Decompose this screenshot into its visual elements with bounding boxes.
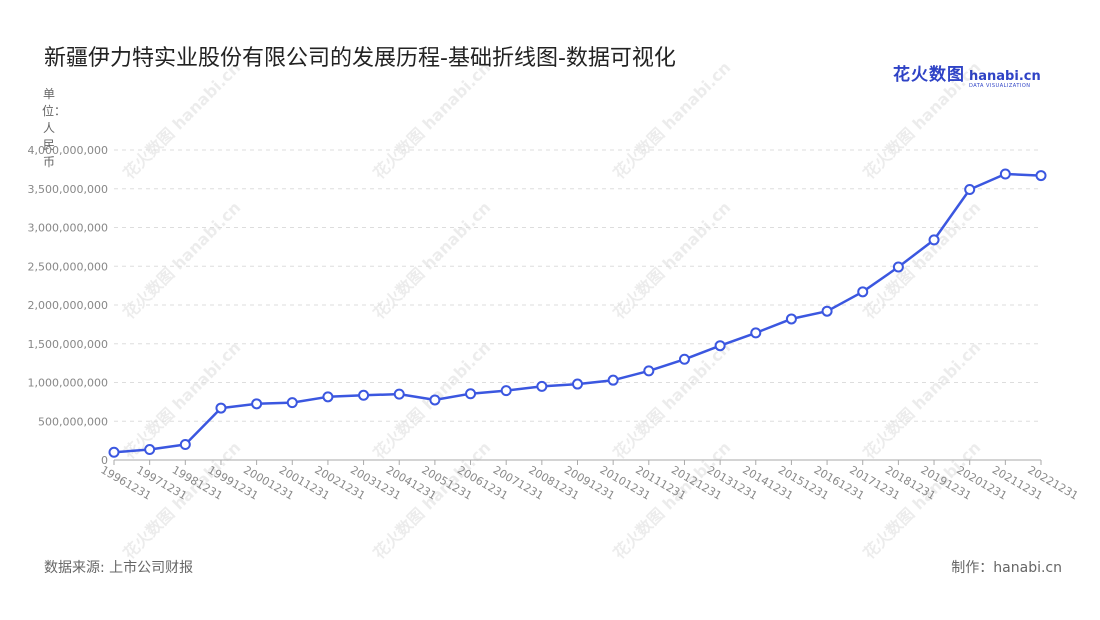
- data-point: [714, 340, 726, 352]
- data-point: [144, 444, 156, 456]
- data-point: [251, 398, 263, 410]
- y-tick-label: 1,000,000,000: [28, 377, 108, 390]
- data-point: [928, 234, 940, 246]
- data-point: [857, 286, 869, 298]
- data-point: [358, 389, 370, 401]
- y-tick-label: 2,000,000,000: [28, 299, 108, 312]
- logo-cn-text: 花火数图: [893, 65, 965, 85]
- data-point: [393, 388, 405, 400]
- watermark-text: 花火数图 hanabi.cn: [119, 198, 244, 323]
- data-point: [785, 313, 797, 325]
- data-point: [572, 378, 583, 390]
- data-point: [999, 168, 1011, 180]
- data-point: [322, 391, 334, 403]
- y-tick-label: 2,500,000,000: [28, 260, 108, 273]
- watermark-text: 花火数图 hanabi.cn: [369, 58, 494, 183]
- watermark-text: 花火数图 hanabi.cn: [859, 58, 984, 183]
- data-point: [1035, 170, 1047, 182]
- data-point: [465, 388, 477, 400]
- watermark-text: 花火数图 hanabi.cn: [859, 198, 984, 323]
- brand-logo: 花火数图 hanabi.cn DATA VISUALIZATION: [893, 60, 1041, 89]
- y-tick-label: 1,500,000,000: [28, 338, 108, 351]
- watermark-text: 花火数图 hanabi.cn: [119, 58, 244, 183]
- data-point: [964, 184, 976, 196]
- y-tick-label: 3,500,000,000: [28, 183, 108, 196]
- data-point: [500, 385, 512, 397]
- data-point: [215, 402, 227, 414]
- watermark-text: 花火数图 hanabi.cn: [609, 58, 734, 183]
- data-source-note: 数据来源: 上市公司财报: [44, 560, 194, 576]
- data-point: [892, 261, 904, 273]
- logo-en-text: hanabi.cn: [969, 69, 1041, 84]
- y-tick-label: 500,000,000: [38, 415, 108, 428]
- y-tick-label: 3,000,000,000: [28, 222, 108, 235]
- logo-sub-text: DATA VISUALIZATION: [969, 83, 1031, 89]
- data-point: [108, 446, 120, 458]
- data-point: [750, 327, 762, 339]
- data-point: [179, 439, 191, 450]
- watermark-text: 花火数图 hanabi.cn: [609, 198, 734, 323]
- data-point: [607, 374, 619, 386]
- y-tick-label: 4,000,000,000: [28, 144, 108, 157]
- watermark-text: 花火数图 hanabi.cn: [369, 198, 494, 323]
- data-point: [286, 397, 298, 409]
- data-point: [678, 353, 690, 365]
- data-point: [821, 305, 833, 317]
- data-point: [429, 394, 441, 406]
- credit-note: 制作：hanabi.cn: [951, 560, 1062, 576]
- data-point: [643, 365, 655, 377]
- data-point: [536, 380, 548, 392]
- y-tick-label: 0: [101, 454, 108, 467]
- chart-title: 新疆伊力特实业股份有限公司的发展历程-基础折线图-数据可视化: [44, 46, 676, 71]
